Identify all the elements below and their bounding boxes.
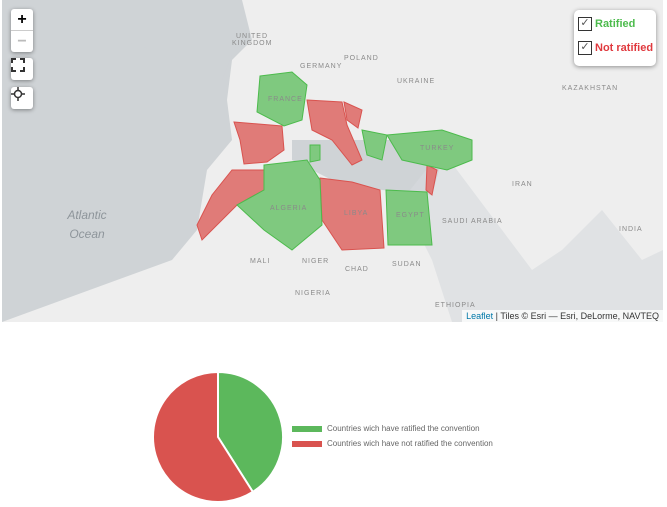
label-poland: POLAND bbox=[344, 55, 379, 62]
layer-not-ratified[interactable]: ✓ Not ratified bbox=[574, 37, 656, 59]
attribution: Leaflet | Tiles © Esri — Esri, DeLorme, … bbox=[462, 310, 663, 322]
layer-ratified[interactable]: ✓ Ratified bbox=[574, 13, 656, 35]
label-iran: IRAN bbox=[512, 181, 533, 188]
leaflet-link[interactable]: Leaflet bbox=[466, 311, 494, 321]
label-chad: CHAD bbox=[345, 266, 369, 273]
not-ratified-countries bbox=[196, 99, 438, 251]
map-tiles bbox=[2, 0, 663, 322]
zoom-control: + − bbox=[11, 9, 33, 52]
label-nigeria: NIGERIA bbox=[295, 290, 331, 297]
checkbox-checked-icon[interactable]: ✓ bbox=[578, 41, 592, 55]
legend-item-not-ratified[interactable]: Countries wich have not ratified the con… bbox=[292, 439, 493, 448]
label-sudan: SUDAN bbox=[392, 261, 422, 268]
label-atlantic-ocean: Atlantic Ocean bbox=[67, 208, 107, 241]
label-germany: GERMANY bbox=[300, 63, 343, 70]
checkbox-checked-icon[interactable]: ✓ bbox=[578, 17, 592, 31]
label-egypt: EGYPT bbox=[396, 212, 425, 219]
label-uk: UNITED KINGDOM bbox=[232, 33, 273, 47]
legend-swatch bbox=[292, 425, 322, 432]
zoom-in-button[interactable]: + bbox=[17, 11, 27, 28]
label-kazakhstan: KAZAKHSTAN bbox=[562, 85, 619, 92]
fullscreen-button[interactable] bbox=[11, 58, 33, 80]
label-libya: LIBYA bbox=[344, 210, 369, 217]
label-niger: NIGER bbox=[302, 258, 330, 265]
label-india: INDIA bbox=[619, 226, 643, 233]
label-algeria: ALGERIA bbox=[270, 205, 308, 212]
ratified-countries bbox=[236, 71, 473, 251]
legend-swatch bbox=[292, 440, 322, 447]
locate-button[interactable] bbox=[11, 87, 33, 109]
label-ukraine: UKRAINE bbox=[397, 78, 436, 85]
label-mali: MALI bbox=[250, 258, 271, 265]
zoom-out-button[interactable]: − bbox=[11, 30, 33, 52]
pie-slice-1[interactable] bbox=[152, 370, 255, 503]
pie-chart bbox=[152, 370, 284, 503]
label-france: FRANCE bbox=[268, 96, 303, 103]
label-saudi-arabia: SAUDI ARABIA bbox=[442, 218, 503, 225]
map[interactable]: UNITED KINGDOM GERMANY POLAND UKRAINE KA… bbox=[2, 0, 663, 322]
legend-item-ratified[interactable]: Countries wich have ratified the convent… bbox=[292, 424, 480, 433]
layer-control: ✓ Ratified ✓ Not ratified bbox=[574, 10, 656, 66]
fullscreen-icon bbox=[11, 58, 25, 72]
locate-icon bbox=[11, 87, 25, 101]
label-ethiopia: ETHIOPIA bbox=[435, 302, 476, 309]
label-turkey: TURKEY bbox=[420, 145, 455, 152]
